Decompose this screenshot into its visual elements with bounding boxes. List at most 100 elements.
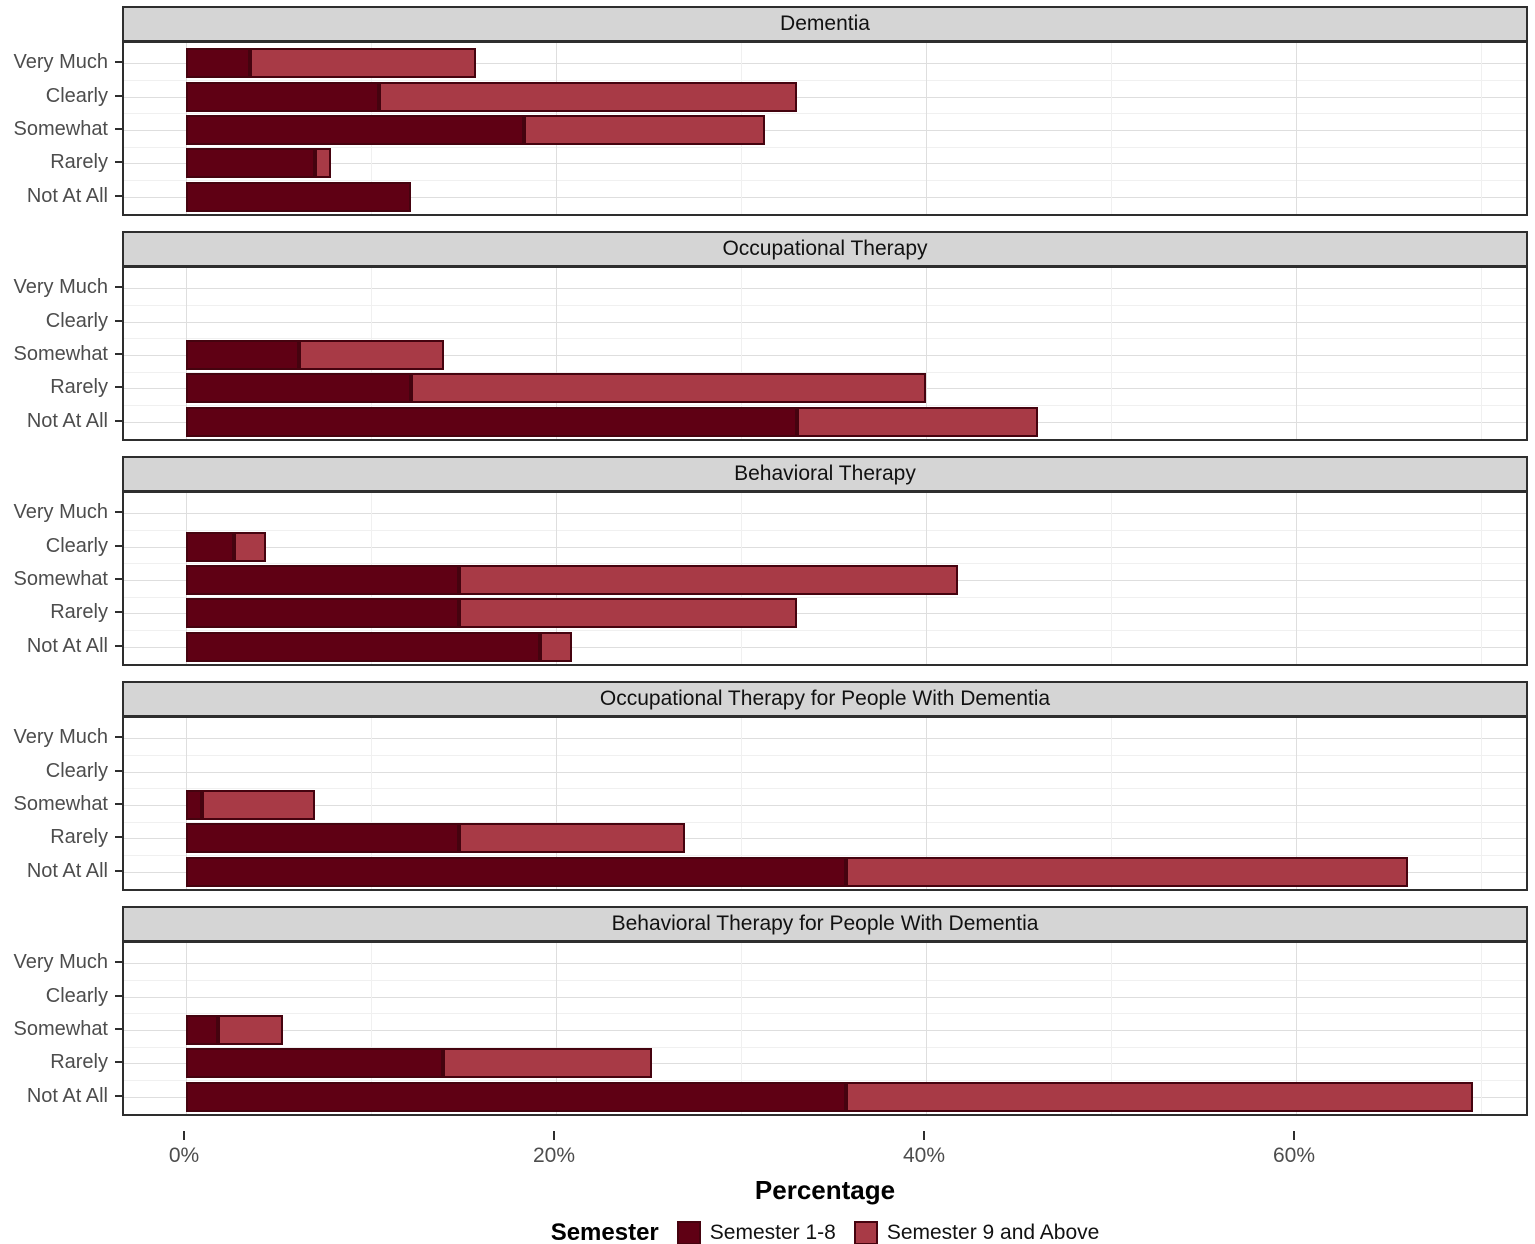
y-axis-label-somewhat: Somewhat <box>13 1018 109 1040</box>
facet-behavioral-therapy-for-people-with-dementia: Behavioral Therapy for People With Demen… <box>0 906 1535 1116</box>
bar-segment-somewhat-semester-9-and-above <box>523 115 766 145</box>
y-axis-tick <box>115 803 122 805</box>
y-axis-label-not-at-all: Not At All <box>26 1084 108 1107</box>
bar-segment-rarely-semester-1-8 <box>186 373 412 404</box>
gridline-vertical-minor <box>741 943 742 1114</box>
bar-segment-rarely-semester-9-and-above <box>314 148 331 179</box>
y-axis-label-somewhat: Somewhat <box>13 343 109 365</box>
gridline-vertical-major <box>556 268 557 439</box>
bar-segment-not-at-all-semester-9-and-above <box>845 1081 1473 1112</box>
facet-strip-occupational-therapy-for-people-with-dementia: Occupational Therapy for People With Dem… <box>122 681 1528 717</box>
y-axis-tick <box>115 511 122 514</box>
bar-segment-somewhat-semester-1-8 <box>186 1015 219 1045</box>
x-axis-tick-label: 40% <box>902 1144 946 1167</box>
gridline-horizontal-major <box>124 288 1526 290</box>
bar-segment-very-much-semester-9-and-above <box>250 48 476 79</box>
gridline-horizontal-minor <box>124 1080 1526 1082</box>
gridline-horizontal-major <box>124 646 1526 648</box>
gridline-horizontal-minor <box>124 113 1526 115</box>
bar-segment-somewhat-semester-9-and-above <box>459 565 959 595</box>
y-axis-tick <box>115 961 122 964</box>
gridline-horizontal-major <box>124 130 1526 131</box>
legend-swatch-semester-1-8 <box>676 1221 701 1244</box>
y-axis-label-clearly: Clearly <box>45 984 108 1007</box>
facet-dementia: Dementia Very Much Clearly Somewhat Rarely No… <box>0 6 1535 216</box>
gridline-vertical-minor <box>1481 268 1482 439</box>
facet-strip-behavioral-therapy: Behavioral Therapy <box>122 456 1528 492</box>
legend-label: Semester 1-8 <box>709 1221 836 1244</box>
gridline-horizontal-major <box>124 771 1526 773</box>
facet-panel-behavioral-therapy <box>122 492 1528 666</box>
facet-occupational-therapy: Occupational Therapy Very Much Clearly Some… <box>0 231 1535 441</box>
y-axis-label-very-much: Very Much <box>13 276 108 299</box>
gridline-vertical-minor <box>371 718 372 889</box>
gridline-horizontal-major <box>124 96 1526 98</box>
bar-segment-somewhat-semester-1-8 <box>186 565 460 595</box>
bar-segment-somewhat-semester-1-8 <box>186 115 524 145</box>
y-axis-tick <box>115 611 122 614</box>
gridline-vertical-major <box>556 718 557 889</box>
strip-spacer <box>0 6 122 42</box>
bar-segment-clearly-semester-9-and-above <box>378 81 798 112</box>
y-axis-labels: Very Much Clearly Somewhat Rarely Not At All <box>0 717 122 891</box>
gridline-vertical-major <box>1296 493 1297 664</box>
bar-segment-rarely-semester-9-and-above <box>459 823 685 854</box>
x-axis-tick <box>553 1131 555 1140</box>
gridline-horizontal-minor <box>124 979 1526 981</box>
y-axis-tick <box>115 769 122 772</box>
gridline-horizontal-minor <box>124 821 1526 823</box>
y-axis-label-not-at-all: Not At All <box>26 634 108 657</box>
y-axis-label-somewhat: Somewhat <box>13 118 109 140</box>
facet-panel-occupational-therapy <box>122 267 1528 441</box>
y-axis-tick <box>115 1094 122 1097</box>
gridline-vertical-minor <box>1481 493 1482 664</box>
y-axis-label-not-at-all: Not At All <box>26 859 108 882</box>
y-axis-tick <box>115 578 122 580</box>
legend-entry-semester-9-and-above: Semester 9 and Above <box>853 1221 1100 1244</box>
x-axis: 0% 20% 40% 60% <box>122 1131 1528 1175</box>
legend-label: Semester 9 and Above <box>886 1221 1100 1244</box>
legend: Semester Semester 1-8 Semester 9 and Abo… <box>122 1219 1528 1244</box>
gridline-horizontal-major <box>124 996 1526 998</box>
bar-segment-somewhat-semester-9-and-above <box>202 790 315 820</box>
gridline-vertical-minor <box>1481 43 1482 214</box>
strip-row: Behavioral Therapy for People With Demen… <box>0 906 1535 942</box>
y-axis-tick <box>115 836 122 839</box>
y-axis-tick <box>115 544 122 547</box>
gridline-horizontal-minor <box>124 1046 1526 1048</box>
gridline-horizontal-minor <box>124 180 1526 182</box>
gridline-horizontal-minor <box>124 855 1526 857</box>
y-axis-tick <box>115 161 122 164</box>
bar-segment-not-at-all-semester-1-8 <box>186 631 540 662</box>
y-axis-tick <box>115 286 122 289</box>
y-axis-label-very-much: Very Much <box>13 726 108 749</box>
gridline-vertical-minor <box>1481 718 1482 889</box>
facet-body-row: Very Much Clearly Somewhat Rarely Not At All <box>0 42 1535 216</box>
gridline-horizontal-major <box>124 1030 1526 1031</box>
gridline-horizontal-major <box>124 1063 1526 1065</box>
bar-segment-not-at-all-semester-1-8 <box>186 181 412 212</box>
gridline-vertical-minor <box>1111 943 1112 1114</box>
facet-body-row: Very Much Clearly Somewhat Rarely Not At All <box>0 942 1535 1116</box>
gridline-vertical-minor <box>1111 43 1112 214</box>
gridline-horizontal-minor <box>124 338 1526 340</box>
gridline-horizontal-major <box>124 546 1526 548</box>
facet-panel-dementia <box>122 42 1528 216</box>
strip-spacer <box>0 681 122 717</box>
gridline-vertical-minor <box>1111 493 1112 664</box>
gridline-horizontal-major <box>124 321 1526 323</box>
y-axis-tick <box>115 194 122 197</box>
gridline-vertical-major <box>1296 718 1297 889</box>
facet-strip-dementia: Dementia <box>122 6 1528 42</box>
gridline-vertical-minor <box>1481 943 1482 1114</box>
facet-panel-occupational-therapy-for-people-with-dementia <box>122 717 1528 891</box>
gridline-horizontal-major <box>124 355 1526 356</box>
bar-segment-very-much-semester-1-8 <box>186 48 251 79</box>
legend-entry-semester-1-8: Semester 1-8 <box>676 1221 836 1244</box>
strip-row: Occupational Therapy for People With Dem… <box>0 681 1535 717</box>
strip-spacer <box>0 456 122 492</box>
gridline-horizontal-minor <box>124 146 1526 148</box>
bar-segment-not-at-all-semester-1-8 <box>186 856 846 887</box>
gridline-vertical-major <box>926 43 927 214</box>
